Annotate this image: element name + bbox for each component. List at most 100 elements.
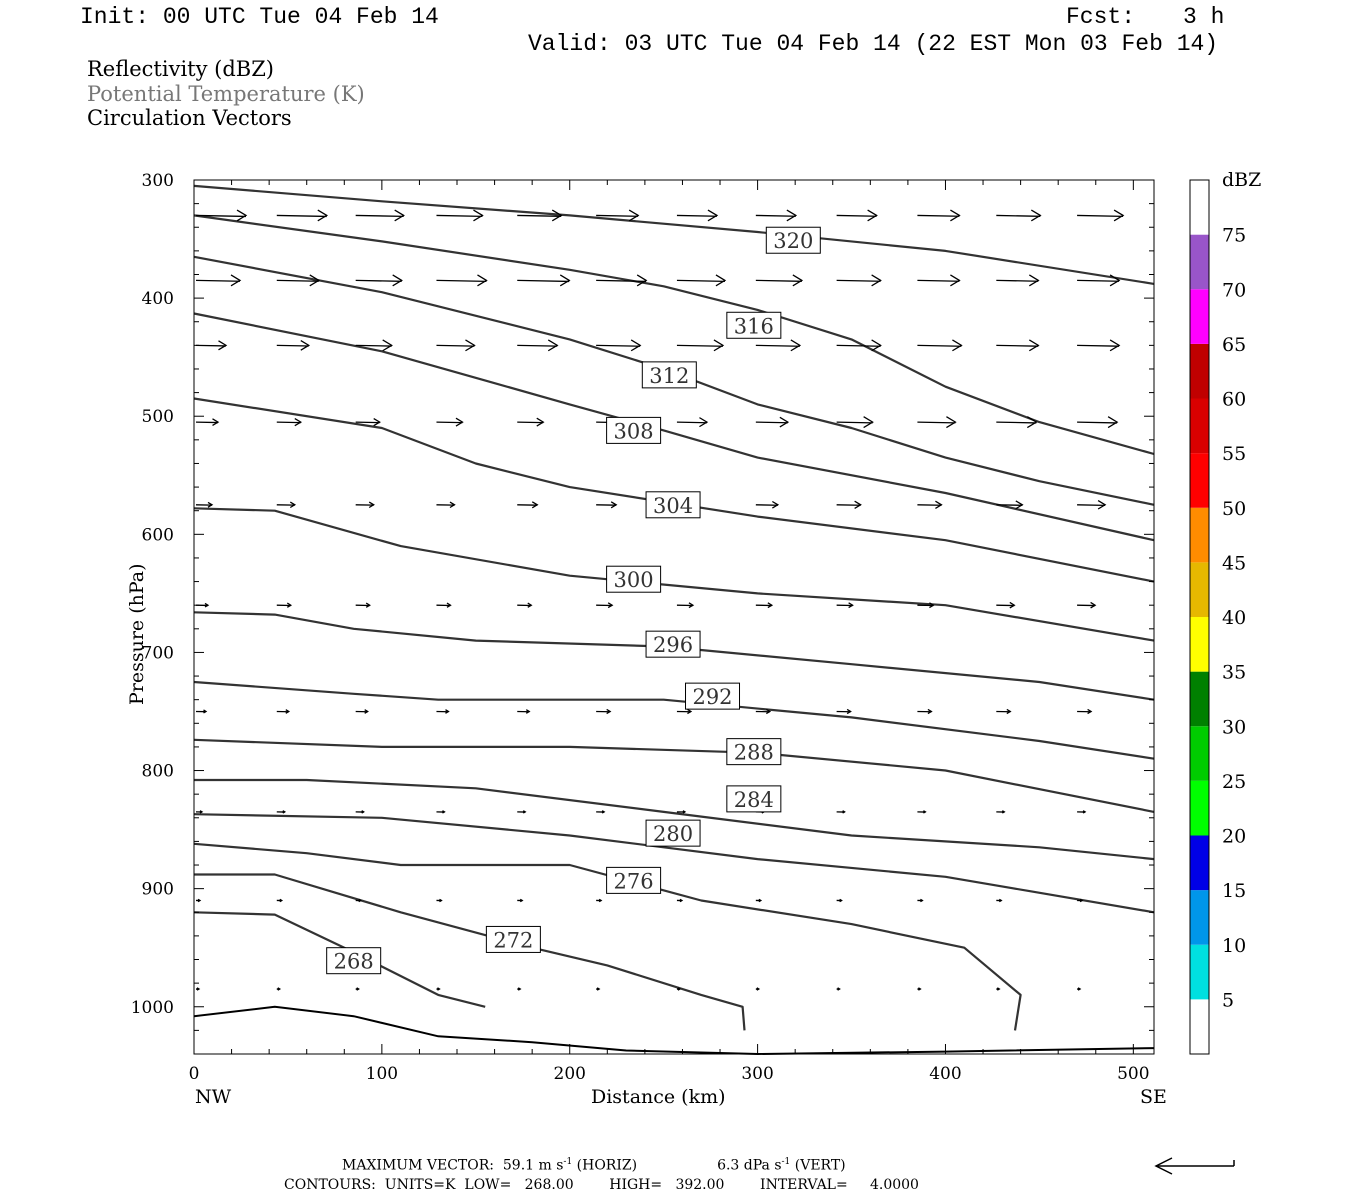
vector-arrow xyxy=(755,708,772,715)
y-tick-label: 500 xyxy=(142,407,174,427)
vector-arrow xyxy=(755,416,790,428)
vector-arrow xyxy=(917,274,961,287)
vector-arrow xyxy=(276,602,293,608)
x-right-label: SE xyxy=(1140,1086,1167,1108)
colorbar-label: 50 xyxy=(1222,498,1246,520)
vector-arrow xyxy=(1077,339,1121,352)
contour-label: 272 xyxy=(485,925,541,953)
contour-label: 284 xyxy=(726,785,782,813)
vector-arrow xyxy=(596,501,618,509)
vector-arrow xyxy=(996,416,1038,429)
contour-label-text: 288 xyxy=(734,741,774,765)
vector-arrow xyxy=(917,602,935,609)
legend-theta: Potential Temperature (K) xyxy=(87,82,365,106)
vector-arrow xyxy=(676,898,684,903)
vector-arrow xyxy=(836,898,843,903)
vector-arrow xyxy=(195,340,228,351)
vector-arrow xyxy=(355,339,393,352)
colorbar-title: dBZ xyxy=(1222,169,1262,191)
contour-label-text: 268 xyxy=(334,950,374,974)
vector-arrow xyxy=(276,274,321,287)
colorbar-bin xyxy=(1190,453,1209,508)
colorbar-bin xyxy=(1190,562,1209,617)
theta-contour-272 xyxy=(194,873,746,1031)
x-tick-label: 100 xyxy=(366,1064,398,1084)
vector-arrow xyxy=(195,898,202,903)
contour-info: CONTOURS: UNITS=K LOW= 268.00 HIGH= 392.… xyxy=(284,1177,919,1193)
vector-arrow xyxy=(596,602,614,609)
contour-label-text: 316 xyxy=(734,314,774,338)
colorbar-bin xyxy=(1190,835,1209,891)
vector-arrow xyxy=(596,274,648,287)
colorbar-frame xyxy=(1189,179,1210,1055)
x-tick-label: 200 xyxy=(554,1064,586,1084)
vector-arrow xyxy=(276,339,311,351)
vector-arrow xyxy=(517,810,527,814)
colorbar-bin xyxy=(1190,398,1209,454)
vector-arrow xyxy=(836,500,862,509)
colorbar-label: 60 xyxy=(1222,389,1246,411)
vector-arrow xyxy=(355,274,403,287)
colorbar-label: 10 xyxy=(1222,935,1246,957)
vector-arrow xyxy=(276,898,284,903)
colorbar-bin xyxy=(1190,507,1209,563)
colorbar-label: 25 xyxy=(1222,771,1246,793)
contour-label-text: 272 xyxy=(493,928,533,952)
vector-arrow xyxy=(755,339,802,352)
contour-label-text: 296 xyxy=(653,633,693,657)
contour-label-text: 304 xyxy=(653,494,693,518)
contour-label-text: 320 xyxy=(773,229,813,253)
vector-arrow xyxy=(436,709,450,714)
vector-arrow xyxy=(917,209,961,222)
theta-contour-296 xyxy=(193,611,1155,701)
colorbar-bin xyxy=(1190,890,1209,945)
vector-arrow xyxy=(436,209,484,222)
vector-arrow xyxy=(836,987,841,991)
vector-arrow xyxy=(195,709,208,714)
theta-contour-276 xyxy=(193,842,1022,1031)
vector-arrow xyxy=(1077,708,1093,715)
vector-arrow xyxy=(836,810,846,814)
vector-arrow xyxy=(276,810,287,814)
colorbar-bin xyxy=(1190,780,1209,836)
reference-vector-icon xyxy=(1154,1157,1235,1175)
vector-arrow xyxy=(996,987,1001,991)
colorbar-label: 65 xyxy=(1222,334,1246,356)
contour-label-text: 292 xyxy=(692,685,732,709)
colorbar-bin xyxy=(1190,180,1209,235)
vector-arrow xyxy=(676,209,719,222)
contour-label-text: 308 xyxy=(614,419,654,443)
vector-arrow xyxy=(1077,416,1119,429)
vector-arrow xyxy=(917,898,924,903)
y-tick-label: 1000 xyxy=(131,998,174,1018)
vector-arrow xyxy=(596,209,640,222)
vector-arrow xyxy=(1077,274,1121,287)
vector-arrow xyxy=(436,274,488,287)
vector-arrow xyxy=(1077,209,1125,222)
plot-frame xyxy=(193,179,1155,1055)
vector-arrow xyxy=(517,274,571,287)
contour-label: 280 xyxy=(645,819,701,847)
vector-arrow xyxy=(517,417,545,427)
vector-arrow xyxy=(276,209,329,222)
colorbar-bin xyxy=(1190,671,1209,727)
colorbar-label: 70 xyxy=(1222,279,1246,301)
theta-contour-284 xyxy=(194,778,1155,861)
theta-contour-316 xyxy=(193,214,1155,456)
vector-arrow xyxy=(1077,500,1107,510)
x-tick-label: 300 xyxy=(741,1064,773,1084)
contour-label-text: 312 xyxy=(649,364,689,388)
contour-label: 296 xyxy=(645,630,701,658)
colorbar-label: 30 xyxy=(1222,716,1246,738)
x-axis-title: Distance (km) xyxy=(591,1086,726,1108)
valid-time: Valid: 03 UTC Tue 04 Feb 14 (22 EST Mon … xyxy=(528,31,1219,57)
vector-arrow xyxy=(596,339,642,352)
vector-arrow xyxy=(1077,987,1082,991)
colorbar-label: 40 xyxy=(1222,607,1246,629)
vector-arrow xyxy=(517,501,539,509)
vector-arrow xyxy=(676,602,695,609)
y-tick-label: 300 xyxy=(142,171,174,191)
vector-arrow xyxy=(436,417,464,427)
vector-arrow xyxy=(355,602,371,608)
vector-arrow xyxy=(517,209,563,222)
